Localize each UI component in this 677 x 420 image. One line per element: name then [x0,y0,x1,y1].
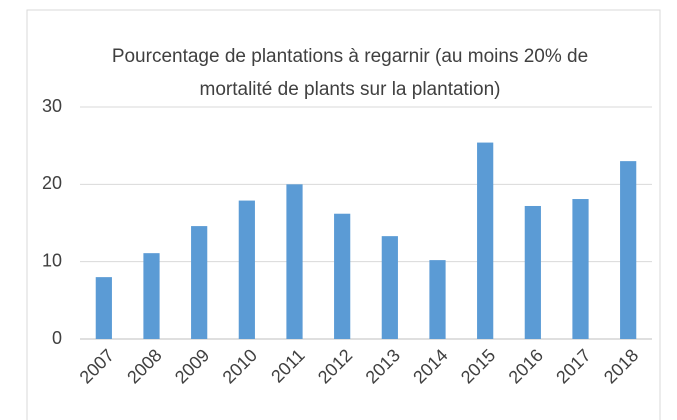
y-tick-label: 30 [42,96,62,116]
y-tick-label: 0 [52,328,62,348]
bar [143,253,160,339]
bar [429,260,446,339]
bar [238,200,255,339]
bar [381,236,398,339]
bar [286,184,303,339]
bar [524,205,541,339]
bar [334,213,351,339]
bar [620,161,637,339]
bar [95,277,112,339]
bar [572,199,589,339]
bar [477,142,494,339]
bar [191,226,208,339]
y-tick-label: 10 [42,250,62,270]
y-tick-label: 20 [42,173,62,193]
chart-title: Pourcentage de plantations à regarnir (a… [111,46,589,100]
